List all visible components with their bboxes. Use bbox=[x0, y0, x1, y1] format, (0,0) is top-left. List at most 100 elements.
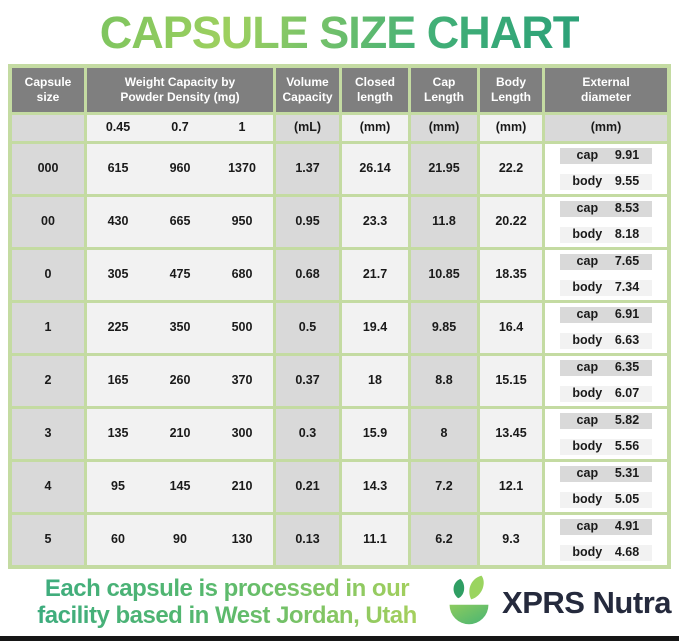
weight-1: 130 bbox=[231, 532, 253, 547]
closed-length-value: 14.3 bbox=[342, 462, 408, 512]
cap-length-value: 21.95 bbox=[411, 144, 477, 194]
body-length-value: 18.35 bbox=[480, 250, 542, 300]
cap-length-value: 10.85 bbox=[411, 250, 477, 300]
body-length-value: 15.15 bbox=[480, 356, 542, 406]
header-weight-line2: Powder Density (mg) bbox=[120, 90, 240, 104]
weight-capacity-values: 165 260 370 bbox=[87, 356, 273, 406]
ext-cap-label: cap bbox=[576, 254, 599, 269]
ext-cap-value: 7.65 bbox=[614, 254, 640, 269]
brand-logo: XPRS Nutra bbox=[442, 574, 671, 633]
unit-density-045: 0.45 bbox=[105, 120, 131, 135]
weight-1: 370 bbox=[231, 373, 253, 388]
header-external-diameter: External diameter bbox=[545, 68, 667, 112]
ext-body-value: 8.18 bbox=[614, 227, 640, 242]
body-length-value: 12.1 bbox=[480, 462, 542, 512]
body-length-value: 9.3 bbox=[480, 515, 542, 565]
cap-length-value: 11.8 bbox=[411, 197, 477, 247]
units-capsule-size-empty bbox=[12, 115, 84, 141]
header-capsule-size-label: Capsule size bbox=[24, 75, 72, 104]
weight-07: 665 bbox=[169, 214, 191, 229]
volume-capacity-value: 0.5 bbox=[276, 303, 339, 353]
ext-body-value: 9.55 bbox=[614, 174, 640, 189]
ext-cap-subrow: cap 6.35 bbox=[559, 360, 653, 376]
capsule-size-value: 000 bbox=[12, 144, 84, 194]
ext-cap-value: 6.91 bbox=[614, 307, 640, 322]
ext-body-value: 6.07 bbox=[614, 386, 640, 401]
table-row-size-000: 000 615 960 1370 1.37 26.14 21.95 22.2 cap 9.91 bo… bbox=[12, 144, 667, 194]
weight-07: 350 bbox=[169, 320, 191, 335]
ext-body-label: body bbox=[572, 492, 603, 507]
table-row-size-0: 0 305 475 680 0.68 21.7 10.85 18.35 cap 7.65 body 7… bbox=[12, 250, 667, 300]
external-diameter-cell: cap 7.65 body 7.34 bbox=[545, 250, 667, 300]
table-header-row: Capsule size Weight Capacity by Powder D… bbox=[12, 68, 667, 112]
capsule-size-value: 4 bbox=[12, 462, 84, 512]
footer-caption-line2: facility based in West Jordan, Utah bbox=[26, 602, 428, 630]
closed-length-value: 15.9 bbox=[342, 409, 408, 459]
header-weight-line1: Weight Capacity by bbox=[124, 75, 236, 89]
ext-cap-value: 6.35 bbox=[614, 360, 640, 375]
closed-length-value: 11.1 bbox=[342, 515, 408, 565]
closed-length-value: 23.3 bbox=[342, 197, 408, 247]
unit-density-07: 0.7 bbox=[171, 120, 189, 135]
ext-body-subrow: body 7.34 bbox=[559, 280, 653, 296]
unit-cap: (mm) bbox=[411, 115, 477, 141]
header-ext-line1: External bbox=[582, 75, 630, 89]
table-row-size-2: 2 165 260 370 0.37 18 8.8 15.15 cap 6.35 body 6.07 bbox=[12, 356, 667, 406]
weight-07: 210 bbox=[169, 426, 191, 441]
weight-045: 60 bbox=[111, 532, 125, 547]
unit-volume: (mL) bbox=[276, 115, 339, 141]
header-body-line2: Length bbox=[491, 90, 531, 104]
body-length-value: 16.4 bbox=[480, 303, 542, 353]
brand-name: XPRS Nutra bbox=[502, 585, 671, 620]
bottom-bar bbox=[0, 636, 679, 641]
weight-capacity-values: 95 145 210 bbox=[87, 462, 273, 512]
ext-cap-subrow: cap 4.91 bbox=[559, 519, 653, 535]
volume-capacity-value: 1.37 bbox=[276, 144, 339, 194]
table-row-size-4: 4 95 145 210 0.21 14.3 7.2 12.1 cap 5.31 body 5.05 bbox=[12, 462, 667, 512]
ext-cap-subrow: cap 5.31 bbox=[559, 466, 653, 482]
ext-cap-value: 4.91 bbox=[614, 519, 640, 534]
header-closed-length: Closed length bbox=[342, 68, 408, 112]
footer: Each capsule is processed in our facilit… bbox=[0, 569, 679, 635]
ext-cap-subrow: cap 6.91 bbox=[559, 307, 653, 323]
weight-045: 430 bbox=[107, 214, 129, 229]
capsule-size-value: 3 bbox=[12, 409, 84, 459]
header-cap-length: Cap Length bbox=[411, 68, 477, 112]
header-body-length: Body Length bbox=[480, 68, 542, 112]
weight-045: 95 bbox=[111, 479, 125, 494]
volume-capacity-value: 0.3 bbox=[276, 409, 339, 459]
cap-length-value: 7.2 bbox=[411, 462, 477, 512]
weight-capacity-values: 430 665 950 bbox=[87, 197, 273, 247]
ext-cap-label: cap bbox=[576, 201, 599, 216]
closed-length-value: 21.7 bbox=[342, 250, 408, 300]
ext-cap-value: 5.31 bbox=[614, 466, 640, 481]
ext-body-label: body bbox=[572, 280, 603, 295]
unit-body: (mm) bbox=[480, 115, 542, 141]
capsule-size-value: 00 bbox=[12, 197, 84, 247]
external-diameter-cell: cap 6.91 body 6.63 bbox=[545, 303, 667, 353]
weight-capacity-values: 615 960 1370 bbox=[87, 144, 273, 194]
external-diameter-cell: cap 9.91 body 9.55 bbox=[545, 144, 667, 194]
external-diameter-cell: cap 5.82 body 5.56 bbox=[545, 409, 667, 459]
ext-body-subrow: body 8.18 bbox=[559, 227, 653, 243]
header-volume-capacity: Volume Capacity bbox=[276, 68, 339, 112]
weight-045: 615 bbox=[107, 161, 129, 176]
volume-capacity-value: 0.13 bbox=[276, 515, 339, 565]
weight-07: 475 bbox=[169, 267, 191, 282]
capsule-size-value: 0 bbox=[12, 250, 84, 300]
ext-cap-subrow: cap 8.53 bbox=[559, 201, 653, 217]
ext-body-label: body bbox=[572, 545, 603, 560]
footer-caption: Each capsule is processed in our facilit… bbox=[26, 575, 428, 630]
table-row-size-3: 3 135 210 300 0.3 15.9 8 13.45 cap 5.82 body 5.56 bbox=[12, 409, 667, 459]
ext-cap-label: cap bbox=[576, 360, 599, 375]
ext-body-value: 6.63 bbox=[614, 333, 640, 348]
header-cap-line2: Length bbox=[424, 90, 464, 104]
cap-length-value: 9.85 bbox=[411, 303, 477, 353]
capsule-size-value: 1 bbox=[12, 303, 84, 353]
weight-capacity-values: 60 90 130 bbox=[87, 515, 273, 565]
closed-length-value: 26.14 bbox=[342, 144, 408, 194]
ext-body-value: 5.05 bbox=[614, 492, 640, 507]
ext-body-subrow: body 5.56 bbox=[559, 439, 653, 455]
ext-cap-label: cap bbox=[576, 413, 599, 428]
ext-body-value: 5.56 bbox=[614, 439, 640, 454]
